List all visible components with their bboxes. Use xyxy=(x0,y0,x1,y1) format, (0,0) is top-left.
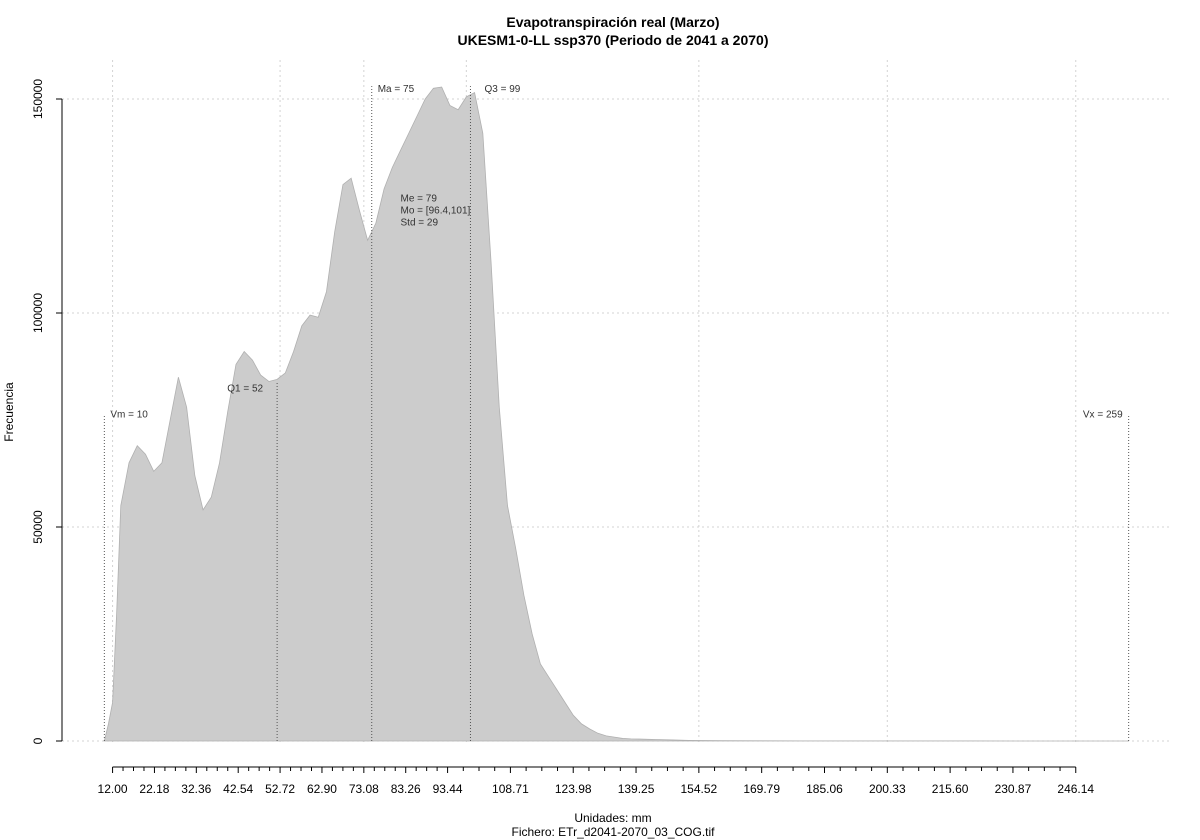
x-tick-label: 42.54 xyxy=(223,782,253,796)
file-caption: Fichero: ETr_d2041-2070_03_COG.tif xyxy=(512,825,716,839)
y-tick-label: 100000 xyxy=(31,293,45,333)
x-tick-label: 246.14 xyxy=(1057,782,1094,796)
x-tick-label: 169.79 xyxy=(743,782,780,796)
annotations: Vm = 10 Q1 = 52 Ma = 75 Me = 79 Mo = [96… xyxy=(110,84,1123,421)
x-tick-label: 93.44 xyxy=(433,782,463,796)
y-tick-label: 50000 xyxy=(31,510,45,544)
x-tick-label: 200.33 xyxy=(869,782,906,796)
x-tick-label: 22.18 xyxy=(139,782,169,796)
density-area xyxy=(103,86,1129,742)
y-axis-label: Frecuencia xyxy=(2,382,16,442)
chart-subtitle: UKESM1-0-LL ssp370 (Periodo de 2041 a 20… xyxy=(458,32,769,48)
x-tick-label: 32.36 xyxy=(181,782,211,796)
chart-title: Evapotranspiración real (Marzo) xyxy=(506,14,719,30)
x-tick-label: 52.72 xyxy=(265,782,295,796)
x-tick-label: 139.25 xyxy=(618,782,655,796)
x-tick-label: 185.06 xyxy=(806,782,843,796)
x-tick-label: 215.60 xyxy=(932,782,969,796)
annotation-vx: Vx = 259 xyxy=(1083,410,1123,421)
annotation-mode: Mo = [96.4,101] xyxy=(401,206,471,217)
x-tick-label: 73.08 xyxy=(349,782,379,796)
annotation-median: Me = 79 xyxy=(401,194,438,205)
x-tick-label: 12.00 xyxy=(98,782,128,796)
density-area-path xyxy=(103,86,1129,742)
annotation-std: Std = 29 xyxy=(401,218,439,229)
x-axis-label: Unidades: mm xyxy=(574,811,651,825)
annotation-ma: Ma = 75 xyxy=(378,84,415,95)
x-tick-label: 154.52 xyxy=(681,782,718,796)
x-tick-label: 123.98 xyxy=(555,782,592,796)
x-tick-label: 62.90 xyxy=(307,782,337,796)
axes: 0 50000 100000 150000 12.00 22.18 32.36 42.54 52… xyxy=(31,79,1094,796)
x-tick-label: 83.26 xyxy=(391,782,421,796)
y-tick-label: 150000 xyxy=(31,79,45,119)
annotation-vm: Vm = 10 xyxy=(110,410,148,421)
x-tick-label: 108.71 xyxy=(492,782,529,796)
annotation-q1: Q1 = 52 xyxy=(227,383,263,394)
annotation-q3: Q3 = 99 xyxy=(484,84,520,95)
y-tick-label: 0 xyxy=(31,737,45,744)
x-tick-label: 230.87 xyxy=(995,782,1032,796)
statistic-lines xyxy=(103,86,1130,741)
